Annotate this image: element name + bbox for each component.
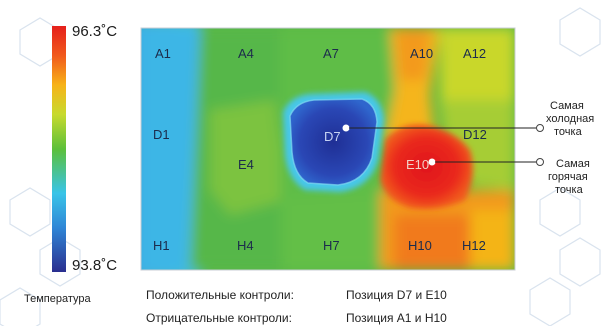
scale-caption: Температура — [24, 293, 92, 305]
well-label: A1 — [155, 46, 171, 61]
well-label: H1 — [153, 238, 170, 253]
well-label: E10 — [406, 157, 429, 172]
plate-border — [140, 27, 516, 271]
negative-controls-value: Позиция A1 и H10 — [346, 311, 447, 325]
coldest-point-callout: Самая холодная точка — [342, 100, 594, 138]
hottest-callout-line2: горячая — [548, 171, 588, 183]
coldest-callout-dot — [536, 124, 544, 132]
well-label: D7 — [324, 129, 341, 144]
coldest-point-marker — [342, 124, 350, 132]
positive-controls-label: Положительные контроли: — [146, 288, 294, 302]
well-label: A4 — [238, 46, 254, 61]
well-label: D12 — [463, 127, 487, 142]
scale-min-label: 93.8˚C — [72, 257, 117, 274]
hottest-callout-dot — [536, 158, 544, 166]
well-label: H12 — [462, 238, 486, 253]
hottest-callout-line1: Самая — [556, 158, 590, 170]
well-label: H10 — [408, 238, 432, 253]
coldest-callout-line2: холодная — [546, 113, 594, 125]
coldest-callout-line3: точка — [554, 126, 583, 138]
negative-controls-label: Отрицательные контроли: — [146, 311, 292, 325]
hottest-callout-line3: точка — [555, 184, 584, 196]
well-label: H7 — [323, 238, 340, 253]
well-label: D1 — [153, 127, 170, 142]
hottest-point-marker — [428, 158, 436, 166]
hottest-point-callout: Самая горячая точка — [428, 158, 590, 196]
temperature-scale-bar — [52, 26, 66, 272]
controls-legend: Положительные контроли: Позиция D7 и E10… — [146, 288, 447, 325]
well-label: H4 — [237, 238, 254, 253]
coldest-callout-line1: Самая — [550, 100, 584, 112]
well-label: A12 — [463, 46, 486, 61]
well-label: A7 — [323, 46, 339, 61]
heatmap-plate — [141, 28, 515, 270]
well-label: E4 — [238, 157, 254, 172]
well-labels: A1 A4 A7 A10 A12 D1 D7 D12 E4 E10 H1 H4 … — [153, 46, 487, 253]
scale-max-label: 96.3˚C — [72, 23, 117, 40]
positive-controls-value: Позиция D7 и E10 — [346, 288, 447, 302]
well-label: A10 — [410, 46, 433, 61]
